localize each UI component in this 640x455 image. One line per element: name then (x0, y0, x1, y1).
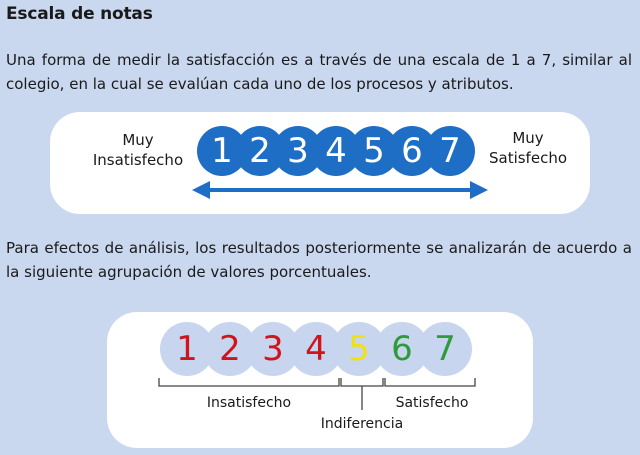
double-arrow-icon (192, 181, 488, 199)
scale-right-label: Muy Satisfecho (488, 129, 568, 167)
label-indiferencia: Indiferencia (320, 416, 404, 432)
grouping-brackets (158, 378, 476, 410)
scale-card: Muy Insatisfecho 1 2 3 4 5 6 7 Muy Satis… (50, 112, 590, 214)
indiferencia-bracket (340, 378, 384, 387)
scale-circle-2: 2 (235, 126, 285, 176)
insatisfecho-bracket (158, 378, 340, 387)
grouping-circle-2: 2 (203, 322, 257, 376)
intro-paragraph: Una forma de medir la satisfacción es a … (6, 51, 632, 93)
scale-circles: 1 2 3 4 5 6 7 (197, 126, 475, 176)
scale-left-label: Muy Insatisfecho (92, 131, 184, 169)
grouping-circle-7: 7 (418, 322, 472, 376)
label-insatisfecho: Insatisfecho (206, 395, 292, 411)
satisfecho-bracket (384, 378, 476, 387)
scale-circle-7: 7 (425, 126, 475, 176)
grouping-circle-5: 5 (332, 322, 386, 376)
page-title: Escala de notas (6, 4, 153, 24)
grouping-paragraph: Para efectos de análisis, los resultados… (6, 239, 632, 281)
label-satisfecho: Satisfecho (395, 395, 469, 411)
grouping-circles: 1 2 3 4 5 6 7 (160, 322, 474, 376)
scale-circle-6: 6 (387, 126, 437, 176)
grouping-card: 1 2 3 4 5 6 7 Insatisfecho Indiferencia … (107, 312, 533, 448)
